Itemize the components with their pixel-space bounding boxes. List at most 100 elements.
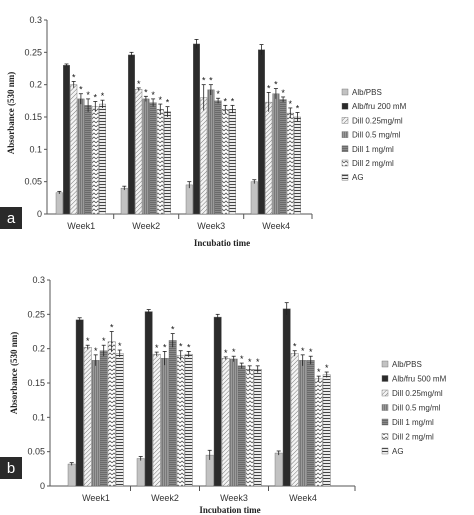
legend-label: Dill 0.5 mg/ml bbox=[392, 404, 441, 413]
y-axis-label-b: Absorbance (530 nm) bbox=[9, 332, 19, 415]
x-tick-label: Week2 bbox=[132, 221, 160, 231]
y-tick-label: 0.2 bbox=[29, 80, 42, 90]
significance-star: * bbox=[296, 103, 300, 113]
axes-b: 0 0.05 0.1 0.15 0.2 0.25 0.3 Week1 Week2 Week3 Wee… bbox=[27, 275, 356, 503]
x-tick-label: Week3 bbox=[220, 493, 248, 503]
legend-label: Dill 2 mg/ml bbox=[392, 433, 434, 442]
legend-label: Alb/fru 200 mM bbox=[352, 102, 407, 111]
bar bbox=[279, 99, 287, 215]
x-tick-label: Week2 bbox=[151, 493, 179, 503]
legend-swatch bbox=[341, 145, 349, 153]
bar bbox=[314, 378, 323, 487]
bar bbox=[127, 54, 135, 215]
significance-star: * bbox=[86, 90, 90, 100]
bar bbox=[115, 353, 124, 487]
significance-star: * bbox=[202, 76, 206, 86]
bar bbox=[77, 98, 85, 215]
significance-star: * bbox=[187, 342, 191, 352]
legend-swatch bbox=[381, 389, 389, 397]
bar bbox=[176, 355, 185, 487]
bar bbox=[67, 463, 76, 487]
x-tick-label: Week4 bbox=[289, 493, 317, 503]
panel-label-a: a bbox=[7, 210, 16, 227]
legend-label: Alb/fru 500 mM bbox=[392, 375, 447, 384]
legend-swatch bbox=[341, 88, 349, 96]
significance-star: * bbox=[274, 80, 278, 90]
bars-a: ** *** ** ** * * ** * * *** ** bbox=[55, 39, 302, 215]
significance-star: * bbox=[79, 85, 83, 95]
bar bbox=[184, 353, 193, 487]
x-tick-label: Week1 bbox=[82, 493, 110, 503]
panel-label-box-b bbox=[0, 457, 22, 479]
significance-star: * bbox=[159, 95, 163, 105]
bar bbox=[168, 340, 177, 487]
significance-star: * bbox=[240, 354, 244, 364]
significance-star: * bbox=[224, 348, 228, 358]
bar bbox=[135, 88, 143, 215]
significance-star: * bbox=[171, 325, 175, 335]
significance-star: * bbox=[179, 342, 183, 352]
significance-star: * bbox=[163, 342, 167, 352]
bar bbox=[258, 49, 266, 215]
significance-star: * bbox=[325, 363, 329, 373]
bar bbox=[142, 98, 150, 215]
legend-label: Alb/PBS bbox=[392, 360, 422, 369]
bar bbox=[250, 181, 258, 215]
bar bbox=[290, 353, 299, 487]
bar bbox=[298, 360, 307, 487]
y-tick-label: 0 bbox=[40, 481, 45, 491]
bar bbox=[272, 93, 280, 215]
bar bbox=[70, 84, 78, 215]
significance-star: * bbox=[231, 96, 235, 106]
bar bbox=[213, 316, 222, 487]
legend-swatch bbox=[341, 117, 349, 124]
x-tick-label: Week3 bbox=[197, 221, 225, 231]
legend-swatch bbox=[381, 404, 389, 411]
bar bbox=[84, 105, 92, 215]
significance-star: * bbox=[94, 92, 98, 102]
bar bbox=[98, 103, 106, 215]
x-axis-label-b: Incubation time bbox=[199, 505, 260, 515]
chart-panel-a: 0 0.05 0.1 0.15 0.2 0.25 0.3 Week1 Week2 Week3 Wee… bbox=[0, 15, 407, 248]
significance-star: * bbox=[102, 336, 106, 346]
bar bbox=[221, 109, 229, 215]
legend-swatch bbox=[381, 418, 389, 426]
significance-star: * bbox=[166, 98, 170, 108]
legend-label: Dill 0.25mg/ml bbox=[352, 116, 403, 125]
bars-b: * * * * * * * * * * * * * * * * * * * * bbox=[67, 302, 331, 487]
significance-star: * bbox=[317, 367, 321, 377]
significance-star: * bbox=[101, 91, 105, 101]
significance-star: * bbox=[151, 90, 155, 100]
legend-swatch bbox=[341, 173, 349, 181]
bar bbox=[221, 358, 230, 487]
legend-swatch bbox=[341, 131, 349, 138]
legend-label: Dill 1 mg/ml bbox=[392, 418, 434, 427]
significance-star: * bbox=[256, 357, 260, 367]
significance-star: * bbox=[281, 88, 285, 98]
significance-star: * bbox=[72, 72, 76, 82]
bar bbox=[294, 116, 302, 215]
bar bbox=[107, 341, 116, 487]
y-tick-label: 0.15 bbox=[24, 112, 42, 122]
significance-star: * bbox=[232, 347, 236, 357]
x-tick-label: Week1 bbox=[67, 221, 95, 231]
y-tick-label: 0.05 bbox=[27, 447, 45, 457]
bar bbox=[274, 452, 283, 487]
bar bbox=[207, 89, 215, 215]
legend-label: Dill 1 mg/ml bbox=[352, 145, 394, 154]
bar bbox=[144, 311, 153, 487]
bar bbox=[156, 109, 164, 215]
significance-star: * bbox=[309, 347, 313, 357]
y-tick-label: 0.25 bbox=[24, 47, 42, 57]
panel-label-b: b bbox=[7, 460, 15, 477]
panel-label-box-a bbox=[0, 207, 22, 229]
bar bbox=[322, 374, 331, 487]
significance-star: * bbox=[110, 323, 114, 333]
y-axis-label-a: Absorbance (530 nm) bbox=[6, 72, 16, 155]
significance-star: * bbox=[248, 357, 252, 367]
significance-star: * bbox=[216, 89, 220, 99]
significance-star: * bbox=[224, 96, 228, 106]
axes-a: 0 0.05 0.1 0.15 0.2 0.25 0.3 Week1 Week2 Week3 Wee… bbox=[24, 15, 313, 231]
significance-star: * bbox=[267, 83, 271, 93]
significance-star: * bbox=[86, 336, 90, 346]
